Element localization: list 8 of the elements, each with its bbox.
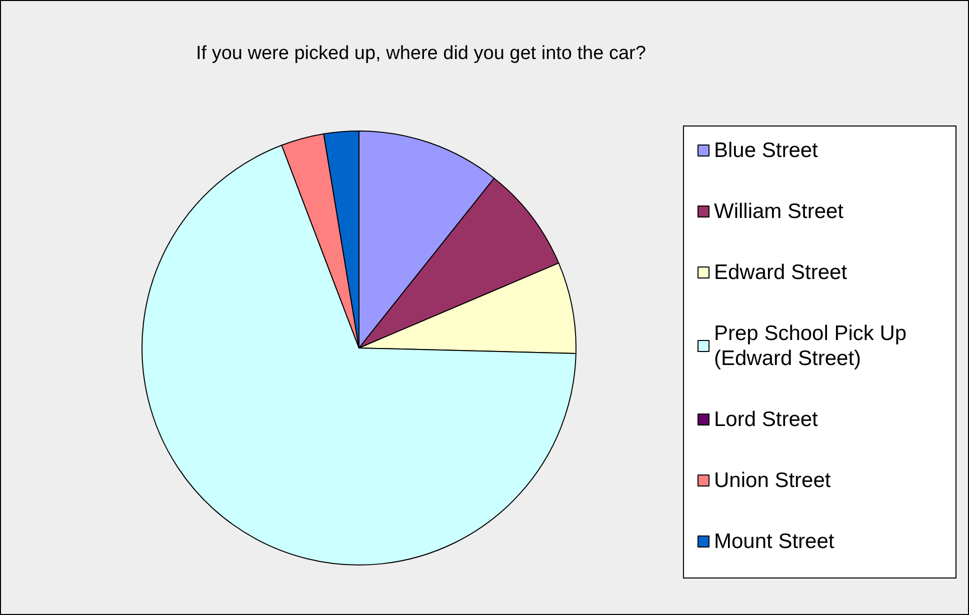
chart-title: If you were picked up, where did you get into the car? (196, 43, 646, 64)
legend-label: Union Street (714, 469, 831, 492)
legend-label: Lord Street (714, 408, 818, 431)
legend-label: Blue Street (714, 139, 818, 162)
legend-label: Prep School Pick Up (Edward Street) (714, 322, 912, 370)
legend-label: William Street (714, 200, 844, 223)
legend-label: Mount Street (714, 530, 834, 553)
legend-label: Edward Street (714, 261, 848, 284)
